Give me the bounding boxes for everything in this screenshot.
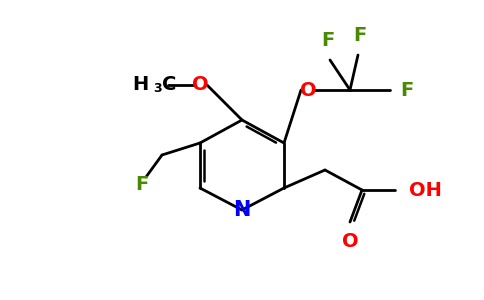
Text: O: O [192, 76, 208, 94]
Text: H: H [132, 76, 148, 94]
Text: O: O [342, 232, 358, 251]
Text: F: F [321, 31, 334, 50]
Text: OH: OH [409, 181, 442, 200]
Text: F: F [136, 176, 149, 194]
Text: F: F [353, 26, 366, 45]
Text: O: O [300, 80, 317, 100]
Text: N: N [233, 200, 251, 220]
Text: 3: 3 [153, 82, 162, 95]
Text: C: C [162, 76, 176, 94]
Text: F: F [400, 80, 413, 100]
